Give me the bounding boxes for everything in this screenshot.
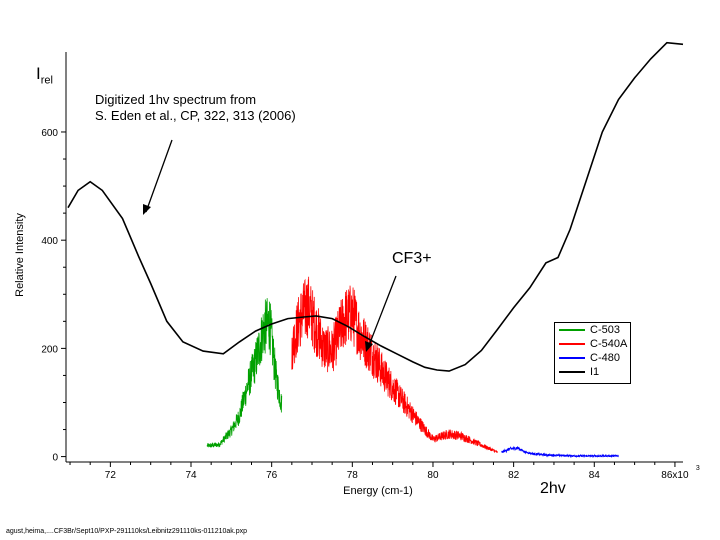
legend-item-c503: C-503 xyxy=(555,323,630,337)
series-line-c-480 xyxy=(501,445,619,459)
legend-label-c503: C-503 xyxy=(590,324,620,336)
irel-label: Irel xyxy=(36,64,53,86)
x-tick-label: 76 xyxy=(266,470,278,481)
note-arrow xyxy=(145,139,173,213)
arrows xyxy=(143,139,397,352)
legend-label-c540a: C-540A xyxy=(590,338,628,350)
x-tick-label: 78 xyxy=(347,470,359,481)
legend-item-c540a: C-540A xyxy=(555,337,630,351)
cf3-arrowhead xyxy=(365,341,373,352)
x-multiplier-exponent: 3 xyxy=(696,465,700,472)
two-hv-label: 2hv xyxy=(540,480,566,497)
y-tick-label: 200 xyxy=(41,344,58,355)
source-note-line2: S. Eden et al., CP, 322, 313 (2006) xyxy=(95,108,296,123)
series-line-c-503 xyxy=(206,298,283,448)
series-line-i1 xyxy=(67,41,684,372)
note-arrowhead xyxy=(143,204,151,215)
x-tick-label: 84 xyxy=(589,470,601,481)
cf3-arrow xyxy=(367,275,397,349)
series-line-c-540a xyxy=(291,276,498,454)
x-axis-title: Energy (cm-1) xyxy=(343,485,413,497)
legend-swatch-c540a xyxy=(559,343,585,345)
file-path-footer: agust,heima,....CF3Br/Sept10/PXP-291110k… xyxy=(6,528,248,535)
x-tick-label: 74 xyxy=(185,470,197,481)
y-tick-label: 400 xyxy=(41,236,58,247)
legend-item-i1: I1 xyxy=(555,365,630,379)
x-tick-label: 80 xyxy=(427,470,439,481)
series-layer xyxy=(67,41,684,459)
cf3-label: CF3+ xyxy=(392,250,432,267)
x-tick-label: 86x10 xyxy=(661,470,689,481)
y-tick-label: 600 xyxy=(41,128,58,139)
legend-swatch-i1 xyxy=(559,371,585,373)
legend: C-503 C-540A C-480 I1 xyxy=(554,322,631,384)
legend-label-c480: C-480 xyxy=(590,352,620,364)
x-tick-label: 72 xyxy=(105,470,117,481)
irel-main: I xyxy=(36,64,41,83)
source-note-line1: Digitized 1hv spectrum from xyxy=(95,92,257,107)
irel-sub: rel xyxy=(40,74,53,87)
axes: 0 200 400 600 72 74 76 78 80 82 84 86x10 3 Energy (cm… xyxy=(14,52,700,497)
legend-swatch-c480 xyxy=(559,357,585,359)
y-axis-title: Relative Intensity xyxy=(14,213,26,297)
legend-item-c480: C-480 xyxy=(555,351,630,365)
x-tick-label: 82 xyxy=(508,470,520,481)
source-note: Digitized 1hv spectrum from S. Eden et a… xyxy=(95,92,296,124)
y-tick-label: 0 xyxy=(52,453,58,464)
legend-label-i1: I1 xyxy=(590,366,600,378)
legend-swatch-c503 xyxy=(559,329,585,331)
